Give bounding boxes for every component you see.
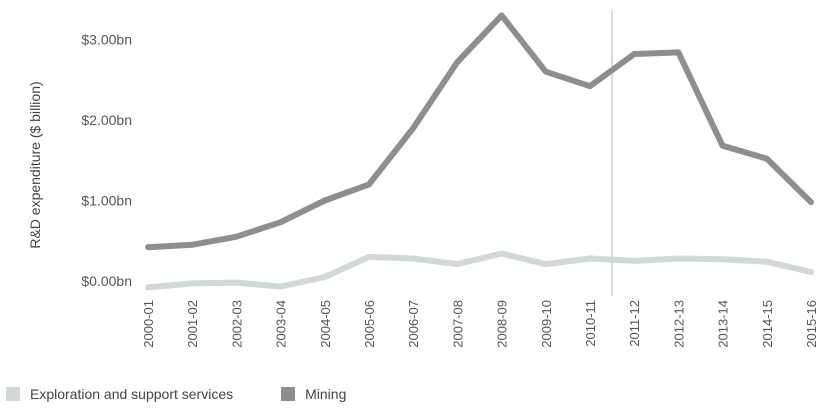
x-tick-label: 2001-02 [185, 300, 200, 348]
legend-label-exploration: Exploration and support services [30, 386, 234, 402]
x-tick-label: 2004-05 [318, 300, 333, 348]
series-line-exploration [145, 250, 814, 291]
x-tick-label: 2010-11 [583, 300, 598, 347]
series-line-mining [145, 12, 814, 251]
x-tick-label: 2014-15 [760, 300, 775, 348]
x-tick-label: 2008-09 [495, 300, 510, 348]
y-tick-label: $0.00bn [81, 273, 132, 289]
x-tick-label: 2015-16 [804, 300, 819, 348]
x-tick-label: 2002-03 [229, 300, 244, 348]
legend-item-mining: Mining [281, 386, 346, 402]
y-tick-label: $2.00bn [81, 112, 132, 128]
x-tick-label: 2012-13 [671, 300, 686, 348]
x-tick-label: 2003-04 [274, 300, 289, 348]
y-axis-ticks: $0.00bn $1.00bn $2.00bn $3.00bn [81, 32, 132, 290]
y-tick-label: $1.00bn [81, 193, 132, 209]
x-tick-label: 2006-07 [406, 300, 421, 348]
y-axis-title: R&D expenditure ($ billion) [27, 81, 43, 248]
x-tick-label: 2007-08 [450, 300, 465, 348]
x-tick-label: 2011-12 [627, 300, 642, 347]
x-tick-label: 2000-01 [141, 300, 156, 348]
y-tick-label: $3.00bn [81, 32, 132, 48]
legend-swatch-exploration [6, 387, 20, 401]
x-tick-label: 2009-10 [539, 300, 554, 348]
legend-item-exploration: Exploration and support services [6, 386, 233, 402]
x-tick-label: 2013-14 [716, 300, 731, 348]
x-tick-label: 2005-06 [362, 300, 377, 348]
legend-label-mining: Mining [305, 386, 347, 402]
legend-swatch-mining [281, 387, 296, 401]
series-lines [145, 12, 814, 291]
legend: Exploration and support services Mining [6, 386, 394, 402]
x-axis-ticks: 2000-01 2001-02 2002-03 2003-04 2004-05 2005-… [141, 300, 819, 348]
